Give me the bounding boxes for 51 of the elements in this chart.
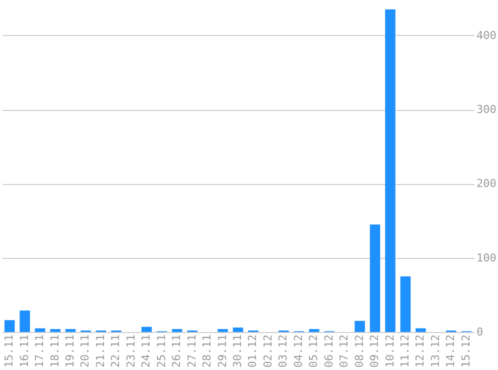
y-tick-label: 0 [476,326,484,338]
bar [142,326,152,332]
y-tick-label: 200 [476,177,496,190]
bar [20,310,30,332]
x-tick-label: 21.11 [94,334,107,368]
x-tick-label: 18.11 [48,334,62,368]
y-tick-label: 300 [476,103,496,116]
x-tick-label: 20.11 [78,334,92,368]
bar [308,329,320,332]
x-tick-label: 06.12 [322,334,336,368]
bar [65,329,76,332]
x-tick-label: 29.11 [216,334,229,368]
bar [218,329,228,332]
x-tick-label: 28.11 [200,334,214,368]
x-tick-label: 16.11 [18,334,31,368]
bar [370,224,380,332]
bar [385,9,396,332]
x-tick-label: 14.12 [444,334,458,368]
x-tick-label: 09.12 [368,334,382,368]
x-tick-label: 10.12 [383,334,396,368]
x-tick-label: 15.11 [2,334,16,368]
bar [400,276,411,332]
y-tick-label: 400 [476,28,496,42]
x-tick-label: 26.11 [170,334,184,368]
bar [354,320,365,332]
x-tick-label: 17.11 [33,334,46,368]
x-tick-label: 02.12 [261,334,274,368]
x-tick-label: 23.11 [124,334,138,368]
x-tick-label: 03.12 [276,334,290,368]
x-tick-label: 25.11 [154,334,168,368]
x-tick-label: 08.12 [352,334,366,368]
x-tick-label: 07.12 [338,334,351,368]
bar [416,328,426,332]
x-tick-label: 30.11 [231,334,244,368]
bar [4,320,15,332]
bar [50,329,60,332]
x-tick-label: 05.12 [307,334,320,368]
x-tick-label: 01.12 [246,334,260,368]
x-tick-label: 24.11 [140,334,153,368]
y-tick-label: 100 [476,251,496,264]
x-tick-label: 19.11 [64,334,77,368]
x-tick-label: 15.12 [459,334,472,368]
bar [172,329,182,332]
bar [232,328,244,332]
bar [34,328,46,332]
x-tick-label: 27.11 [185,334,198,368]
x-tick-label: 12.12 [414,334,427,368]
x-tick-label: 13.12 [428,334,442,368]
x-tick-label: 04.12 [292,334,305,368]
x-tick-label: 11.12 [398,334,412,368]
x-tick-label: 22.11 [109,334,122,368]
